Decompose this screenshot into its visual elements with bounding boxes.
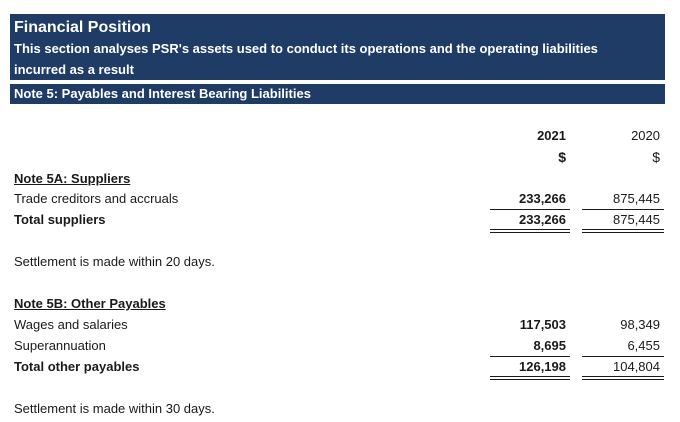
row-value-wages-2020: 98,349 [620,317,660,332]
row-label-superannuation: Superannuation [14,338,106,353]
total-other-payables-label: Total other payables [14,359,140,374]
subtotal-line-2020 [582,209,664,210]
note-title-bar: Note 5: Payables and Interest Bearing Li… [10,83,665,104]
row-label-trade-creditors: Trade creditors and accruals [14,191,179,206]
section-title: Financial Position [14,19,151,36]
row-label-wages: Wages and salaries [14,317,128,332]
column-unit-2021: $ [558,149,566,165]
total-other-payables-2021: 126,198 [519,359,566,374]
row-value-wages-2021: 117,503 [519,317,566,332]
section-banner: Financial Position This section analyses… [10,14,665,80]
note-5b-heading: Note 5B: Other Payables [14,296,166,311]
section-description-line-1: This section analyses PSR's assets used … [14,41,598,56]
note-5a-heading: Note 5A: Suppliers [14,171,131,186]
total-suppliers-2021: 233,266 [519,212,566,227]
note-title: Note 5: Payables and Interest Bearing Li… [14,86,311,101]
total-other-payables-2020: 104,804 [613,359,660,374]
total-suppliers-label: Total suppliers [14,212,106,227]
subtotal-line-5b-2020 [582,356,664,357]
row-value-superannuation-2021: 8,695 [533,338,566,353]
subtotal-line-2021 [490,209,570,210]
subtotal-line-5b-2021 [490,356,570,357]
row-value-trade-creditors-2021: 233,266 [519,191,566,206]
column-unit-2020: $ [652,149,660,165]
row-value-trade-creditors-2020: 875,445 [613,191,660,206]
row-value-superannuation-2020: 6,455 [627,338,660,353]
section-description-line-2: incurred as a result [14,62,134,77]
total-double-line-5b-2020 [582,376,664,380]
total-double-line-2021 [490,229,570,233]
total-double-line-2020 [582,229,664,233]
column-header-2021: 2021 [537,128,566,143]
note-5a-footnote: Settlement is made within 20 days. [14,254,215,269]
column-header-2020: 2020 [631,128,660,143]
total-suppliers-2020: 875,445 [613,212,660,227]
total-double-line-5b-2021 [490,376,570,380]
note-5b-footnote: Settlement is made within 30 days. [14,401,215,416]
